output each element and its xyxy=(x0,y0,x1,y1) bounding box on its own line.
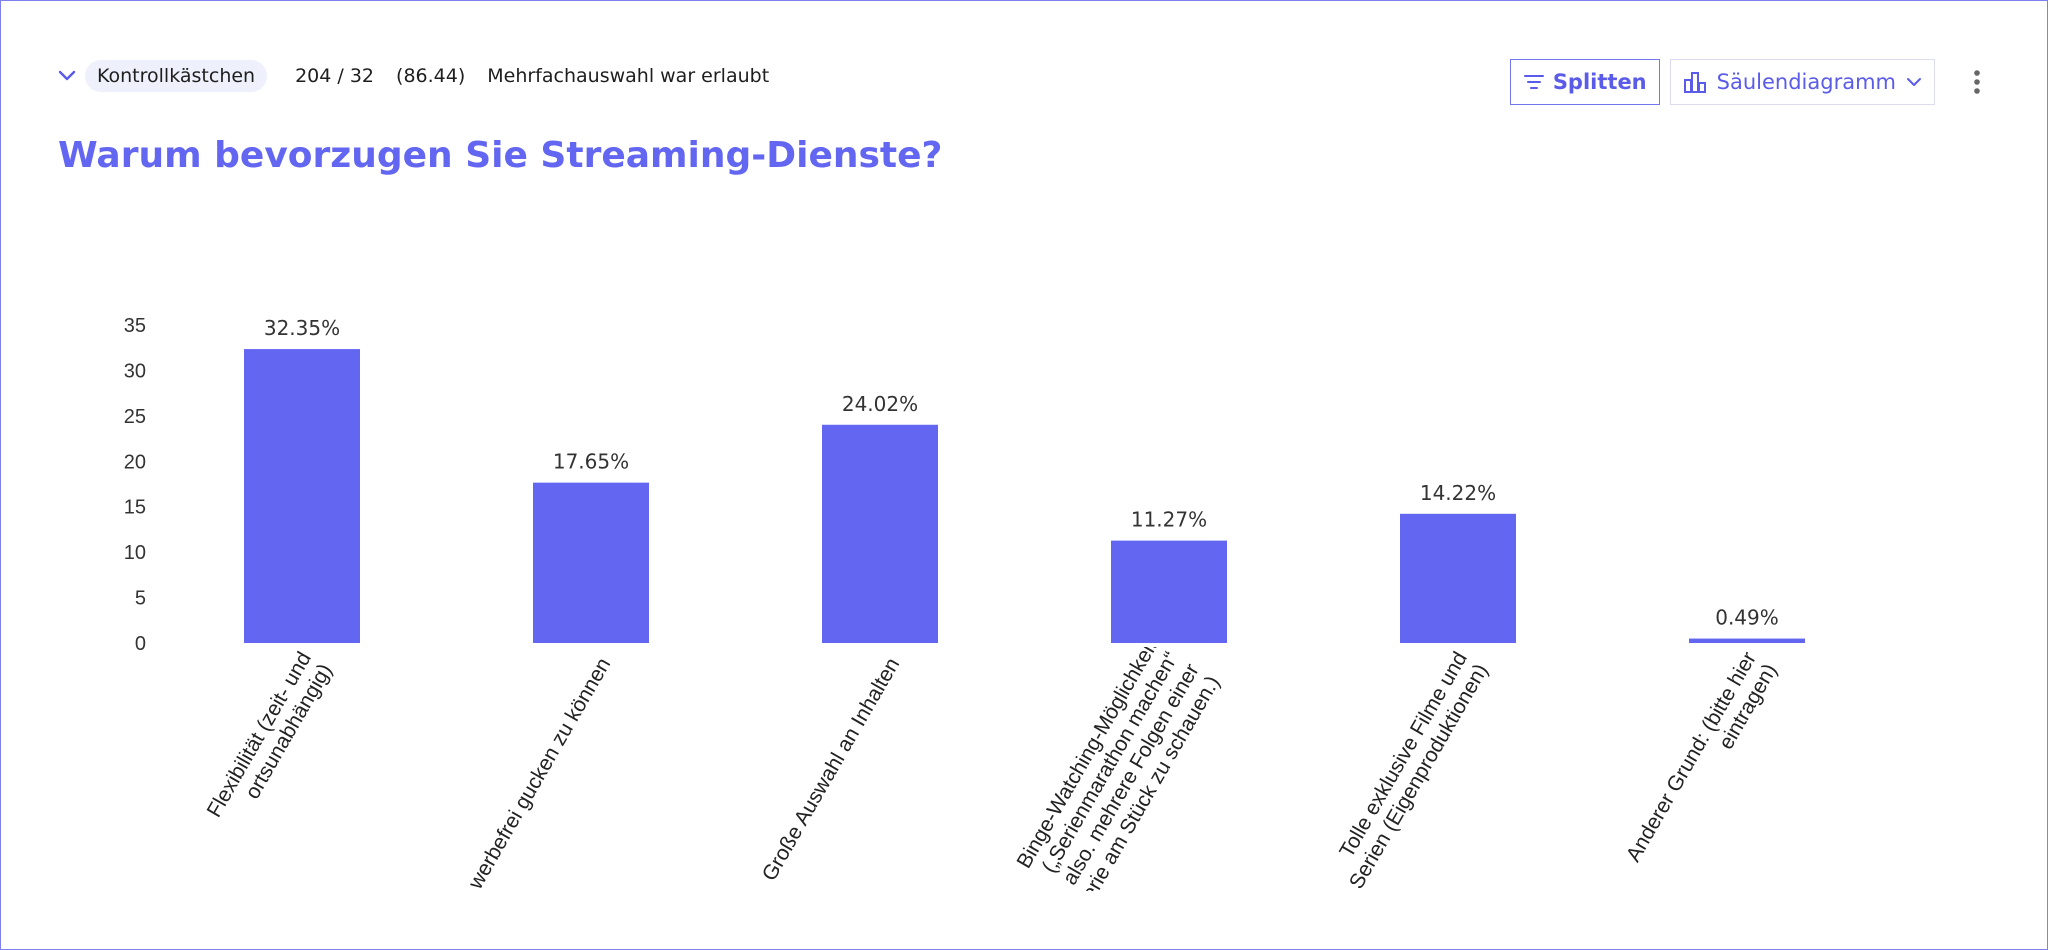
response-count: 204 / 32 xyxy=(295,65,375,87)
x-tick-label: Anderer Grund: (bitte hiereintragen) xyxy=(1622,648,1782,878)
svg-text:Um werbefrei gucken zu können: Um werbefrei gucken zu können xyxy=(445,654,616,926)
svg-text:Binge-Watching-Möglichkeit(„Se: Binge-Watching-Möglichkeit(„Serienmarath… xyxy=(1008,636,1225,916)
data-label: 17.65% xyxy=(553,450,629,474)
x-tick-label: Tolle exklusive Filme undSerien (Eigenpr… xyxy=(1324,648,1493,893)
x-tick-label: Binge-Watching-Möglichkeit(„Serienmarath… xyxy=(1008,636,1225,916)
y-tick-label: 35 xyxy=(124,315,146,337)
x-tick-label: Flexibilität (zeit- undortsunabhängig) xyxy=(203,648,337,833)
split-button-label: Splitten xyxy=(1552,70,1647,94)
bar[interactable] xyxy=(1111,540,1227,643)
svg-text:Anderer Grund: (bitte hiereint: Anderer Grund: (bitte hiereintragen) xyxy=(1622,648,1782,878)
bar[interactable] xyxy=(244,349,360,643)
svg-text:Tolle exklusive Filme undSerie: Tolle exklusive Filme undSerien (Eigenpr… xyxy=(1324,648,1493,893)
chart-controls: Splitten Säulendiagramm xyxy=(1509,59,1995,105)
svg-text:Große Auswahl an Inhalten: Große Auswahl an Inhalten xyxy=(758,654,905,885)
chevron-down-icon xyxy=(1907,78,1921,86)
x-tick-label: Um werbefrei gucken zu können xyxy=(445,654,616,926)
y-tick-label: 0 xyxy=(135,633,146,655)
more-vertical-icon[interactable] xyxy=(1959,59,1995,105)
question-meta: Kontrollkästchen 204 / 32 (86.44) Mehrfa… xyxy=(55,59,769,93)
y-tick-label: 20 xyxy=(124,451,146,473)
data-label: 32.35% xyxy=(264,316,340,340)
question-title: Warum bevorzugen Sie Streaming-Dienste? xyxy=(58,135,943,176)
chevron-down-icon[interactable] xyxy=(55,64,79,88)
y-tick-label: 30 xyxy=(124,360,146,382)
y-tick-label: 25 xyxy=(124,406,146,428)
x-axis-labels: Flexibilität (zeit- undortsunabhängig) Um… xyxy=(203,636,1782,926)
svg-text:Flexibilität (zeit- undortsuna: Flexibilität (zeit- undortsunabhängig) xyxy=(203,648,337,833)
bar-chart-icon xyxy=(1683,72,1706,93)
data-label: 24.02% xyxy=(842,392,918,416)
y-tick-label: 5 xyxy=(135,588,146,610)
data-label: 14.22% xyxy=(1420,481,1496,505)
multi-select-note: Mehrfachauswahl war erlaubt xyxy=(487,65,770,87)
chart-type-select[interactable]: Säulendiagramm xyxy=(1669,59,1935,105)
bar[interactable] xyxy=(822,424,938,643)
data-label: 11.27% xyxy=(1131,508,1207,532)
filter-icon xyxy=(1523,75,1544,89)
y-tick-label: 10 xyxy=(124,542,146,564)
response-percent: (86.44) xyxy=(396,65,466,87)
y-tick-label: 15 xyxy=(124,497,146,519)
bar[interactable] xyxy=(1689,638,1805,643)
data-label: 0.49% xyxy=(1715,606,1779,630)
split-button[interactable]: Splitten xyxy=(1509,59,1660,105)
question-type-badge: Kontrollkästchen xyxy=(85,60,268,92)
x-tick-label: Große Auswahl an Inhalten xyxy=(758,654,905,885)
chart-type-label: Säulendiagramm xyxy=(1716,70,1896,94)
bar[interactable] xyxy=(533,482,649,643)
bar[interactable] xyxy=(1400,513,1516,643)
